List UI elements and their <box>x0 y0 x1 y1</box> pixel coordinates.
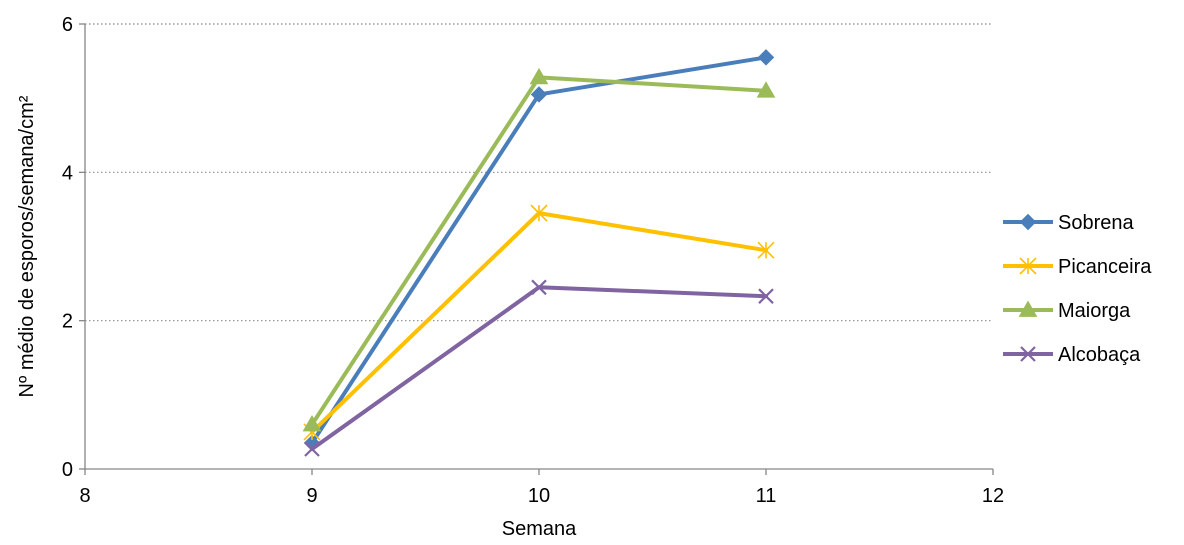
x-tick-label: 12 <box>982 485 1004 507</box>
legend-label: Picanceira <box>1058 256 1152 278</box>
legend-item: Sobrena <box>1003 212 1134 234</box>
x-tick-label: 11 <box>756 485 777 507</box>
data-point-alcobaça <box>304 441 320 457</box>
legend-marker-alcobaça <box>1020 346 1036 362</box>
y-tick-label: 6 <box>62 14 73 36</box>
x-axis-title: Semana <box>502 518 577 540</box>
series-layer <box>302 49 776 457</box>
legend: Sobrena Picanceira Maiorga Alcobaça <box>1003 212 1152 366</box>
data-point-sobrena <box>757 49 775 66</box>
data-point-maiorga <box>302 414 322 432</box>
legend-marker-picanceira <box>1019 257 1037 275</box>
legend-marker-sobrena <box>1019 213 1037 231</box>
legend-label: Maiorga <box>1058 300 1131 322</box>
legend-label: Sobrena <box>1058 212 1134 234</box>
series-line-maiorga <box>310 75 768 427</box>
grid-layer <box>85 23 993 322</box>
data-point-maiorga <box>756 81 776 98</box>
data-point-sobrena <box>530 86 548 103</box>
y-tick-label: 2 <box>62 311 73 333</box>
data-point-alcobaça <box>758 288 774 304</box>
y-tick-label: 4 <box>62 162 73 184</box>
data-point-maiorga <box>529 67 549 85</box>
legend-item: Maiorga <box>1003 300 1131 322</box>
legend-marker-maiorga <box>1018 300 1038 317</box>
axis-layer: 0 2 4 6 8 9 10 11 12 <box>62 14 1004 507</box>
data-point-alcobaça <box>531 279 547 296</box>
x-tick-label: 10 <box>528 485 550 507</box>
y-axis-title: Nº médio de esporos/semana/cm² <box>16 95 38 397</box>
y-tick-label: 0 <box>62 459 73 481</box>
data-point-picanceira <box>757 241 775 259</box>
legend-item: Alcobaça <box>1003 344 1141 366</box>
x-tick-label: 9 <box>306 485 317 507</box>
x-tick-label: 8 <box>79 485 90 507</box>
legend-item: Picanceira <box>1003 256 1152 278</box>
legend-label: Alcobaça <box>1058 344 1141 366</box>
data-point-picanceira <box>530 204 548 222</box>
series-line-sobrena <box>310 55 768 446</box>
